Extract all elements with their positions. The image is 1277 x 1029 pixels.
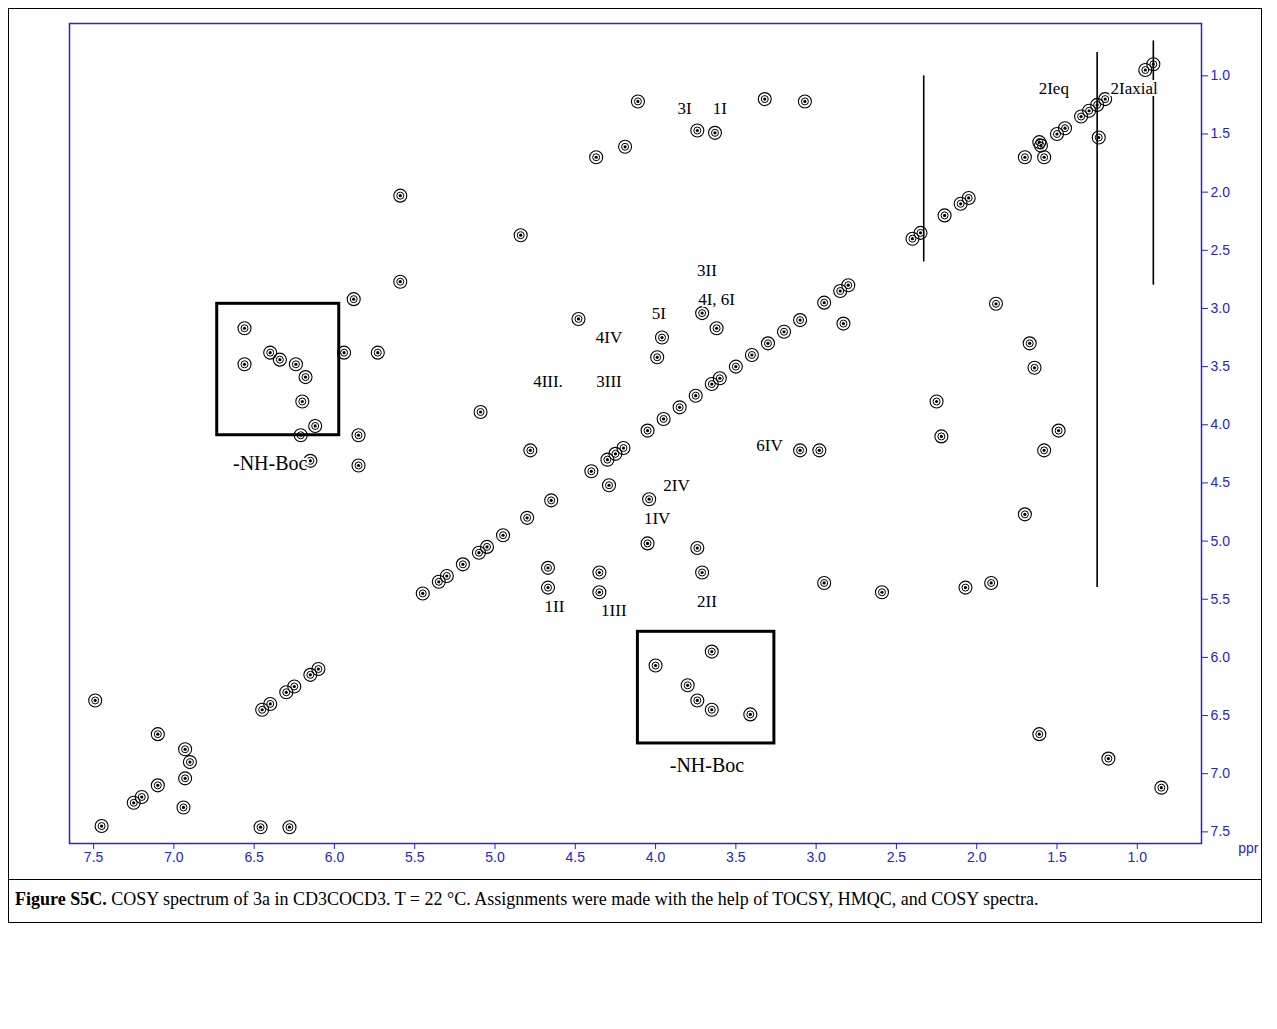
- svg-text:2.5: 2.5: [887, 849, 907, 865]
- svg-text:1.5: 1.5: [1047, 849, 1067, 865]
- svg-text:2Iaxial: 2Iaxial: [1110, 79, 1157, 98]
- svg-text:2Ieq: 2Ieq: [1039, 79, 1070, 98]
- svg-text:5I: 5I: [652, 304, 667, 323]
- svg-text:-NH-Boc: -NH-Boc: [233, 452, 308, 474]
- svg-text:5.5: 5.5: [1211, 591, 1231, 607]
- svg-text:6IV: 6IV: [756, 436, 783, 455]
- svg-text:3II: 3II: [697, 261, 717, 280]
- svg-text:7.5: 7.5: [1211, 823, 1231, 839]
- svg-text:3I: 3I: [677, 99, 692, 118]
- svg-text:7.5: 7.5: [84, 849, 104, 865]
- svg-text:1I: 1I: [713, 99, 728, 118]
- svg-text:3.0: 3.0: [806, 849, 826, 865]
- svg-text:5.0: 5.0: [485, 849, 505, 865]
- svg-text:1.0: 1.0: [1128, 849, 1148, 865]
- svg-text:6.0: 6.0: [1211, 649, 1231, 665]
- svg-text:1IV: 1IV: [644, 509, 671, 528]
- svg-text:1III: 1III: [601, 601, 627, 620]
- svg-text:7.0: 7.0: [164, 849, 184, 865]
- svg-text:4.0: 4.0: [1211, 416, 1231, 432]
- svg-text:3III: 3III: [596, 372, 622, 391]
- svg-text:6.0: 6.0: [325, 849, 345, 865]
- svg-text:4III.: 4III.: [533, 372, 563, 391]
- svg-text:5.0: 5.0: [1211, 533, 1231, 549]
- svg-text:2IV: 2IV: [663, 476, 690, 495]
- svg-text:2.0: 2.0: [1211, 184, 1231, 200]
- svg-text:4.5: 4.5: [1211, 474, 1231, 490]
- svg-text:2II: 2II: [697, 592, 717, 611]
- svg-text:ppr: ppr: [1238, 840, 1259, 856]
- svg-text:1II: 1II: [544, 597, 564, 616]
- svg-text:3.5: 3.5: [726, 849, 746, 865]
- svg-text:4I, 6I: 4I, 6I: [698, 290, 735, 309]
- svg-text:1.0: 1.0: [1211, 67, 1231, 83]
- svg-text:1.5: 1.5: [1211, 125, 1231, 141]
- svg-text:5.5: 5.5: [405, 849, 425, 865]
- svg-text:6.5: 6.5: [244, 849, 264, 865]
- svg-text:2.0: 2.0: [967, 849, 987, 865]
- svg-text:6.5: 6.5: [1211, 707, 1231, 723]
- svg-text:4.0: 4.0: [646, 849, 666, 865]
- svg-text:4IV: 4IV: [596, 328, 623, 347]
- svg-text:4.5: 4.5: [566, 849, 586, 865]
- html-text:Figure S5C. COSY spectrum of 3: Figure S5C. COSY spectrum of 3a in CD3CO…: [15, 889, 1039, 909]
- svg-text:-NH-Boc: -NH-Boc: [670, 754, 745, 776]
- svg-text:3.5: 3.5: [1211, 358, 1231, 374]
- svg-text:7.0: 7.0: [1211, 765, 1231, 781]
- svg-text:3.0: 3.0: [1211, 300, 1231, 316]
- svg-text:2.5: 2.5: [1211, 242, 1231, 258]
